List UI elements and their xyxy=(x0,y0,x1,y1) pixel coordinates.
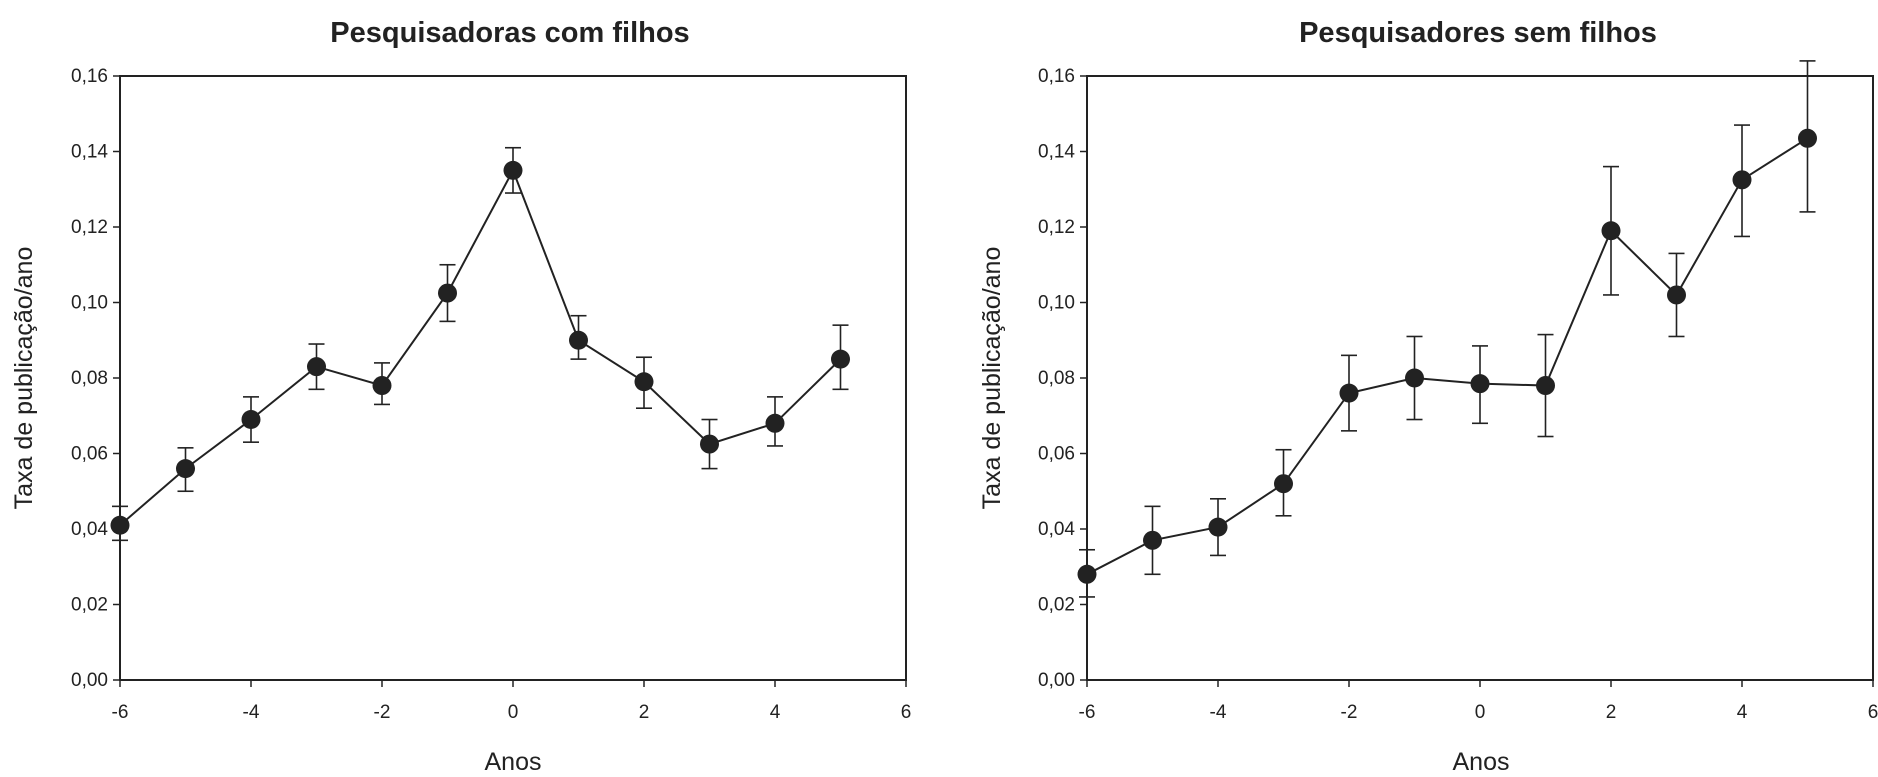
x-tick-label: 2 xyxy=(1606,702,1617,723)
tick-layer: 0,00 0,02 0,04 0,06 0,08 0,10 0,12 0,14 0,16 -6 -4… xyxy=(1038,66,1878,723)
series-line xyxy=(119,167,842,526)
data-point xyxy=(1798,128,1817,148)
y-tick-label: 0,06 xyxy=(71,444,108,465)
data-point xyxy=(569,330,588,350)
data-point xyxy=(1470,374,1490,394)
data-layer xyxy=(1077,60,1817,598)
data-point xyxy=(176,459,195,479)
data-point xyxy=(700,434,719,454)
y-axis-label: Taxa de publicação/ano xyxy=(10,247,38,510)
x-tick-label: 6 xyxy=(901,702,912,723)
data-point xyxy=(503,160,523,180)
x-tick-label: 2 xyxy=(639,702,650,723)
chart-title: Pesquisadoras com filhos xyxy=(330,17,689,49)
x-tick-label: -6 xyxy=(112,702,129,723)
y-tick-label: 0,12 xyxy=(1038,217,1075,238)
y-tick-label: 0,04 xyxy=(1038,519,1075,540)
y-tick-label: 0,00 xyxy=(1038,670,1075,691)
data-point xyxy=(241,410,261,430)
y-tick-label: 0,16 xyxy=(1038,66,1075,87)
data-point xyxy=(1274,474,1293,494)
x-tick-label: 0 xyxy=(1475,702,1486,723)
y-tick-label: 0,00 xyxy=(71,670,108,691)
data-point xyxy=(307,357,326,377)
y-tick-label: 0,14 xyxy=(1038,142,1075,163)
y-tick-label: 0,06 xyxy=(1038,444,1075,465)
x-tick-label: -4 xyxy=(1210,702,1227,723)
x-tick-label: 4 xyxy=(1737,702,1748,723)
x-tick-label: -6 xyxy=(1079,702,1096,723)
x-axis-label: Anos xyxy=(485,748,542,776)
y-tick-label: 0,12 xyxy=(71,217,108,238)
data-point xyxy=(1732,170,1752,190)
data-point xyxy=(1405,368,1424,388)
x-tick-label: -2 xyxy=(1341,702,1358,723)
data-point xyxy=(1077,564,1097,584)
data-point xyxy=(110,515,130,535)
y-tick-label: 0,16 xyxy=(71,66,108,87)
chart-right: Pesquisadores sem filhos Anos Taxa de pu… xyxy=(978,17,1878,776)
data-point xyxy=(372,376,392,396)
data-point xyxy=(634,372,654,392)
data-point xyxy=(1208,517,1228,537)
chart-left: Pesquisadoras com filhos Anos Taxa de pu… xyxy=(10,17,911,776)
data-point xyxy=(765,413,785,433)
y-tick-label: 0,08 xyxy=(1038,368,1075,389)
y-axis-label: Taxa de publicação/ano xyxy=(978,247,1006,510)
data-point xyxy=(831,349,850,369)
x-tick-label: 0 xyxy=(508,702,519,723)
x-tick-label: 4 xyxy=(770,702,781,723)
x-tick-label: -2 xyxy=(374,702,391,723)
y-tick-label: 0,08 xyxy=(71,368,108,389)
data-point xyxy=(1536,376,1555,396)
data-point xyxy=(1339,383,1359,403)
x-tick-label: -4 xyxy=(243,702,260,723)
data-layer xyxy=(110,146,850,542)
y-tick-label: 0,10 xyxy=(1038,293,1075,314)
data-point xyxy=(438,283,457,303)
data-point xyxy=(1143,530,1162,550)
tick-layer: 0,00 0,02 0,04 0,06 0,08 0,10 0,12 0,14 0,16 -6 -4… xyxy=(71,66,911,723)
y-tick-label: 0,02 xyxy=(71,595,108,616)
y-tick-label: 0,04 xyxy=(71,519,108,540)
series-line xyxy=(1086,137,1809,576)
data-point xyxy=(1667,285,1686,305)
x-tick-label: 6 xyxy=(1868,702,1878,723)
y-tick-label: 0,02 xyxy=(1038,595,1075,616)
y-tick-label: 0,14 xyxy=(71,142,108,163)
x-axis-label: Anos xyxy=(1453,748,1510,776)
y-tick-label: 0,10 xyxy=(71,293,108,314)
data-point xyxy=(1601,221,1621,241)
chart-title: Pesquisadores sem filhos xyxy=(1299,17,1657,49)
